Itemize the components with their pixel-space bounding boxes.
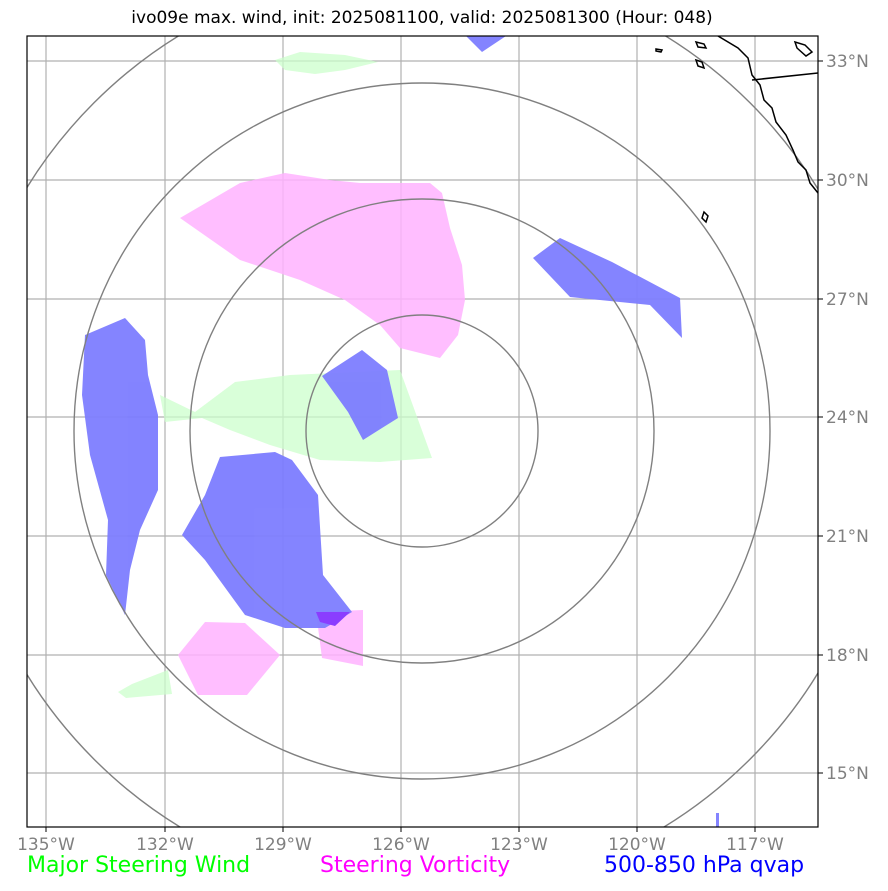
island-1 bbox=[793, 40, 814, 57]
lon-label-132w: 132°W bbox=[136, 835, 194, 855]
longitude-labels: 135°W 132°W 129°W 126°W 123°W 120°W 117°… bbox=[17, 835, 784, 855]
legend-steering-wind: Major Steering Wind bbox=[27, 853, 251, 878]
qvap-area-west bbox=[82, 318, 158, 615]
lon-label-120w: 120°W bbox=[608, 835, 666, 855]
wind-area-southwest bbox=[118, 670, 172, 698]
island-3 bbox=[694, 58, 706, 70]
lon-label-129w: 129°W bbox=[254, 835, 312, 855]
qvap-area-southeast-sliver bbox=[716, 813, 719, 827]
lon-label-126w: 126°W bbox=[372, 835, 430, 855]
coastline bbox=[655, 36, 818, 224]
lat-label-15n: 15°N bbox=[826, 764, 869, 784]
map-title: ivo09e max. wind, init: 2025081100, vali… bbox=[131, 8, 713, 28]
qvap-area-north-edge bbox=[466, 36, 506, 52]
qvap-area-southwest bbox=[182, 452, 352, 628]
legend-qvap: 500-850 hPa qvap bbox=[604, 853, 805, 878]
lat-label-33n: 33°N bbox=[826, 52, 869, 72]
qvap-area-center bbox=[322, 350, 398, 440]
border-line bbox=[751, 72, 818, 81]
lon-label-135w: 135°W bbox=[17, 835, 75, 855]
lon-label-123w: 123°W bbox=[490, 835, 548, 855]
vorticity-qvap-overlap bbox=[316, 612, 350, 626]
qvap-areas bbox=[82, 36, 719, 827]
qvap-area-east bbox=[533, 238, 682, 338]
latitude-labels: 33°N 30°N 27°N 24°N 21°N 18°N 15°N bbox=[826, 52, 869, 784]
lat-label-30n: 30°N bbox=[826, 171, 869, 191]
range-ring-1 bbox=[305, 314, 539, 548]
lat-label-24n: 24°N bbox=[826, 408, 869, 428]
lat-label-21n: 21°N bbox=[826, 527, 869, 547]
island-5 bbox=[701, 210, 709, 224]
island-2 bbox=[694, 40, 708, 49]
tick-marks bbox=[45, 60, 823, 832]
map-frame bbox=[26, 35, 819, 828]
lat-label-27n: 27°N bbox=[826, 290, 869, 310]
vorticity-area-north bbox=[180, 173, 465, 358]
lat-label-18n: 18°N bbox=[826, 646, 869, 666]
range-ring-3 bbox=[73, 82, 771, 780]
coastline-mainland bbox=[717, 36, 818, 194]
wind-area-north bbox=[275, 52, 378, 74]
range-ring-2 bbox=[189, 198, 655, 664]
vorticity-area-southwest bbox=[178, 622, 280, 695]
legend-steering-vorticity: Steering Vorticity bbox=[320, 853, 511, 878]
lon-label-117w: 117°W bbox=[726, 835, 784, 855]
island-4 bbox=[655, 48, 664, 53]
